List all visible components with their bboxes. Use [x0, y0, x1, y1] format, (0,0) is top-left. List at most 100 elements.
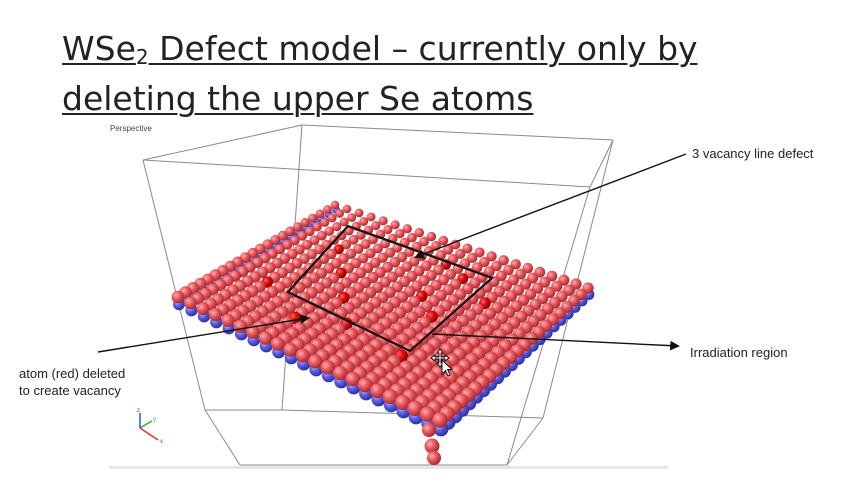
- se-atom-upper: [491, 260, 502, 272]
- vacancy-annotation: atom (red) deleted to create vacancy: [19, 365, 125, 399]
- se-atom-upper: [196, 302, 210, 316]
- irradiation-arrow: [431, 333, 680, 351]
- atom-lattice: [171, 200, 595, 465]
- se-atom-upper: [347, 213, 357, 222]
- axis-triad: x y z: [137, 408, 163, 445]
- se-atom-upper: [378, 216, 388, 226]
- title-line-2: deleting the upper Se atoms: [62, 79, 534, 118]
- se-atom-upper: [353, 243, 364, 254]
- se-atom-upper: [330, 200, 340, 210]
- se-atom-upper: [366, 212, 376, 222]
- se-atom-upper: [308, 354, 323, 369]
- se-atom-upper: [396, 251, 408, 263]
- se-atom-upper: [282, 239, 293, 250]
- vacancy-annotation-line-2: to create vacancy: [19, 383, 121, 398]
- se-atom-upper: [383, 225, 393, 235]
- se-atom-upper: [297, 230, 308, 241]
- se-atom-upper: [438, 235, 449, 246]
- se-atom-upper: [308, 213, 318, 223]
- se-atom-upper: [462, 243, 473, 254]
- vacancy-arrow: [97, 314, 310, 353]
- se-atom-upper: [522, 262, 534, 274]
- title-subscript: 2: [135, 45, 149, 69]
- se-atom-upper: [479, 256, 490, 268]
- se-atom-upper: [443, 244, 454, 255]
- se-atom-upper: [407, 232, 417, 243]
- se-atom-upper: [312, 222, 322, 232]
- se-atom-upper: [270, 337, 285, 351]
- se-atom-upper: [289, 235, 300, 246]
- title-text: WSe: [62, 29, 136, 68]
- se-atom-upper: [283, 342, 298, 357]
- se-atom-upper: [335, 209, 344, 218]
- se-atom-upper: [171, 290, 185, 304]
- se-atom-upper: [305, 226, 315, 237]
- se-atom-upper: [339, 217, 349, 227]
- se-atom-upper: [332, 365, 348, 381]
- se-atom-upper: [258, 331, 273, 345]
- se-atom-upper: [450, 239, 461, 250]
- se-atom-upper: [395, 228, 405, 239]
- se-atom-upper: [474, 247, 485, 258]
- se-atom-upper: [498, 255, 509, 266]
- se-atom-upper: [359, 217, 369, 226]
- se-atom-upper: [546, 270, 558, 282]
- se-atom-upper: [390, 220, 400, 230]
- se-atom-upper: [327, 213, 337, 223]
- se-atom-upper: [320, 217, 330, 227]
- se-atom-upper: [370, 383, 386, 399]
- se-atom-upper: [447, 254, 459, 265]
- slide-title: WSe2 Defect model – currently only by de…: [62, 28, 698, 120]
- line-defect-annotation: 3 vacancy line defect: [692, 146, 814, 161]
- line-defect-arrow: [414, 153, 687, 259]
- se-atom-upper: [292, 222, 303, 232]
- se-atom-upper: [357, 377, 373, 393]
- se-atom-upper: [233, 319, 248, 333]
- se-atom-upper: [295, 348, 310, 363]
- se-atom-upper: [342, 204, 352, 214]
- se-atom-upper: [309, 235, 320, 246]
- se-atom-upper: [277, 230, 288, 241]
- se-atom-upper: [424, 438, 440, 454]
- se-atom-upper: [409, 256, 420, 267]
- se-atom-upper: [365, 248, 376, 259]
- se-atom-upper: [324, 226, 335, 236]
- se-atom-upper: [377, 252, 388, 263]
- se-atom-upper: [345, 371, 361, 387]
- axis-z-label: z: [137, 408, 140, 414]
- se-atom-upper: [510, 259, 521, 270]
- se-atom-upper: [348, 234, 359, 245]
- se-atom-upper: [314, 244, 325, 255]
- se-atom-upper: [320, 360, 335, 375]
- title-line-1: WSe2 Defect model – currently only by: [62, 28, 698, 78]
- se-atom-upper: [262, 239, 273, 250]
- se-atom-upper: [503, 264, 514, 276]
- se-atom-upper: [471, 262, 483, 273]
- se-atom-upper: [317, 230, 327, 241]
- title-text-rest: Defect model – currently only by: [148, 29, 698, 68]
- se-atom-upper: [354, 208, 364, 218]
- se-atom-upper: [459, 258, 471, 269]
- se-atom-upper: [455, 248, 466, 259]
- bounding-box: [142, 124, 614, 466]
- move-cursor-icon: [430, 348, 454, 377]
- se-atom-upper: [332, 222, 342, 232]
- vacancy-annotation-line-1: atom (red) deleted: [19, 366, 126, 381]
- se-atom-upper: [285, 226, 295, 237]
- se-atom-upper: [323, 205, 332, 214]
- se-atom-upper: [341, 239, 352, 250]
- se-atom-upper: [414, 228, 424, 238]
- se-atom-upper: [419, 406, 436, 422]
- axis-x-label: x: [160, 439, 163, 445]
- se-atom-upper: [184, 296, 197, 310]
- se-atom-upper: [221, 313, 235, 327]
- se-atom-upper: [422, 423, 436, 437]
- se-atom-upper: [360, 239, 371, 250]
- se-atom-upper: [270, 235, 281, 245]
- se-atom-upper: [315, 209, 325, 219]
- se-atom-upper: [427, 451, 441, 465]
- se-atom-upper: [246, 325, 260, 339]
- se-atom-upper: [336, 230, 347, 241]
- se-atom-upper: [486, 251, 497, 262]
